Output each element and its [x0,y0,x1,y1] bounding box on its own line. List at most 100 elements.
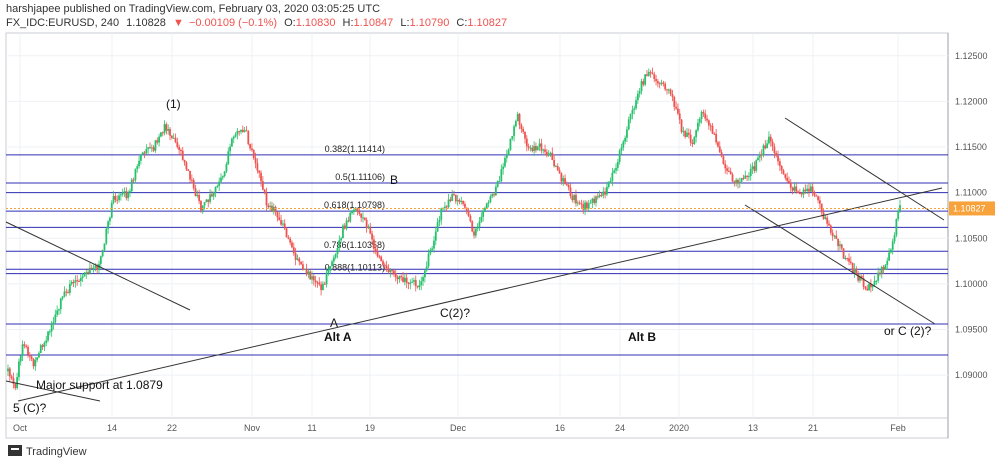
trendline-early-down[interactable] [5,221,191,311]
price-tick-label: 1.10500 [955,233,988,243]
price-tick-label: 1.11500 [955,142,987,152]
horizontal-levels: 0.382(1.11414) 0.5(1.11106) 0.618(1.10798)… [6,144,948,356]
candle [347,216,350,223]
candle [403,273,406,286]
trendline-channel-bottom[interactable] [744,204,936,325]
candle [331,259,333,267]
candle [529,145,532,152]
candles [7,67,901,391]
candle [840,243,843,251]
candle [220,173,222,184]
candle [635,96,637,111]
candle [768,131,770,145]
candle [667,88,670,94]
candle [393,269,395,277]
low-value: 1.10790 [410,17,450,29]
time-tick-label: 16 [555,423,565,433]
candle [134,168,137,184]
candle [471,220,474,233]
trendline-rising[interactable] [17,187,943,402]
candle [443,201,446,211]
candle [45,335,48,347]
candle [367,224,370,230]
candle [687,128,690,139]
candle [833,234,836,239]
candle [733,180,736,187]
candle [493,192,495,198]
candle [36,357,39,363]
candle [387,264,390,274]
candle [780,165,783,174]
candle [434,226,437,246]
candle [68,279,71,296]
candle [702,109,705,117]
candle [802,187,805,199]
candle [340,236,343,243]
candle [589,199,592,204]
candle [596,193,599,200]
candle [757,155,759,161]
plot-area[interactable] [5,32,949,439]
candle [775,150,778,158]
candle [467,207,470,218]
candle [551,147,554,161]
candle [103,243,106,252]
trendlines [5,117,945,402]
candle [813,190,816,198]
candle [469,213,472,223]
candle [866,284,869,291]
close-value: 1.10827 [467,17,507,29]
candle [744,170,747,180]
candle [181,147,184,161]
candle [329,266,332,275]
time-tick-label: 22 [167,423,177,433]
candle [254,152,257,169]
candle [777,150,779,166]
candle [231,137,233,147]
candle [161,131,164,137]
wave-c2-label: C(2)? [440,306,470,320]
candle [555,164,557,168]
candle [682,126,685,137]
candle [627,116,630,131]
price-tick-label: 1.12000 [955,96,988,106]
candle [79,274,82,287]
time-tick-label: 21 [808,423,818,433]
candle [107,220,110,234]
candle [593,195,596,205]
candle [502,162,505,175]
trendline-support[interactable] [5,380,101,402]
candle [456,194,459,206]
candle [855,266,858,276]
candle [462,200,465,206]
candle [884,264,887,270]
candle [90,264,93,269]
candle [116,195,119,205]
candle [740,177,743,183]
trendline-channel-top[interactable] [784,117,945,221]
time-tick-label: 19 [365,423,375,433]
price-tick-label: 1.10000 [955,279,988,289]
last-value: 1.10828 [126,17,166,29]
candle [882,264,885,275]
candle [511,136,514,141]
candle [500,164,503,183]
candle [853,263,856,278]
candle [540,138,543,154]
candle [178,144,181,155]
fib-label: 0.888(1.10113) [325,263,385,273]
candle [622,139,625,151]
candle [494,184,497,196]
candle [362,212,364,223]
tradingview-logo[interactable]: TradingView [8,445,87,458]
symbol: FX_IDC:EURUSD, 240 [6,17,119,29]
candle [23,341,26,349]
time-tick-label: Dec [450,423,467,433]
candle [351,210,353,215]
candle [291,240,293,249]
candle [891,238,894,255]
candle [354,207,357,212]
candle [504,155,506,168]
candle [183,159,186,166]
candle [58,308,60,315]
